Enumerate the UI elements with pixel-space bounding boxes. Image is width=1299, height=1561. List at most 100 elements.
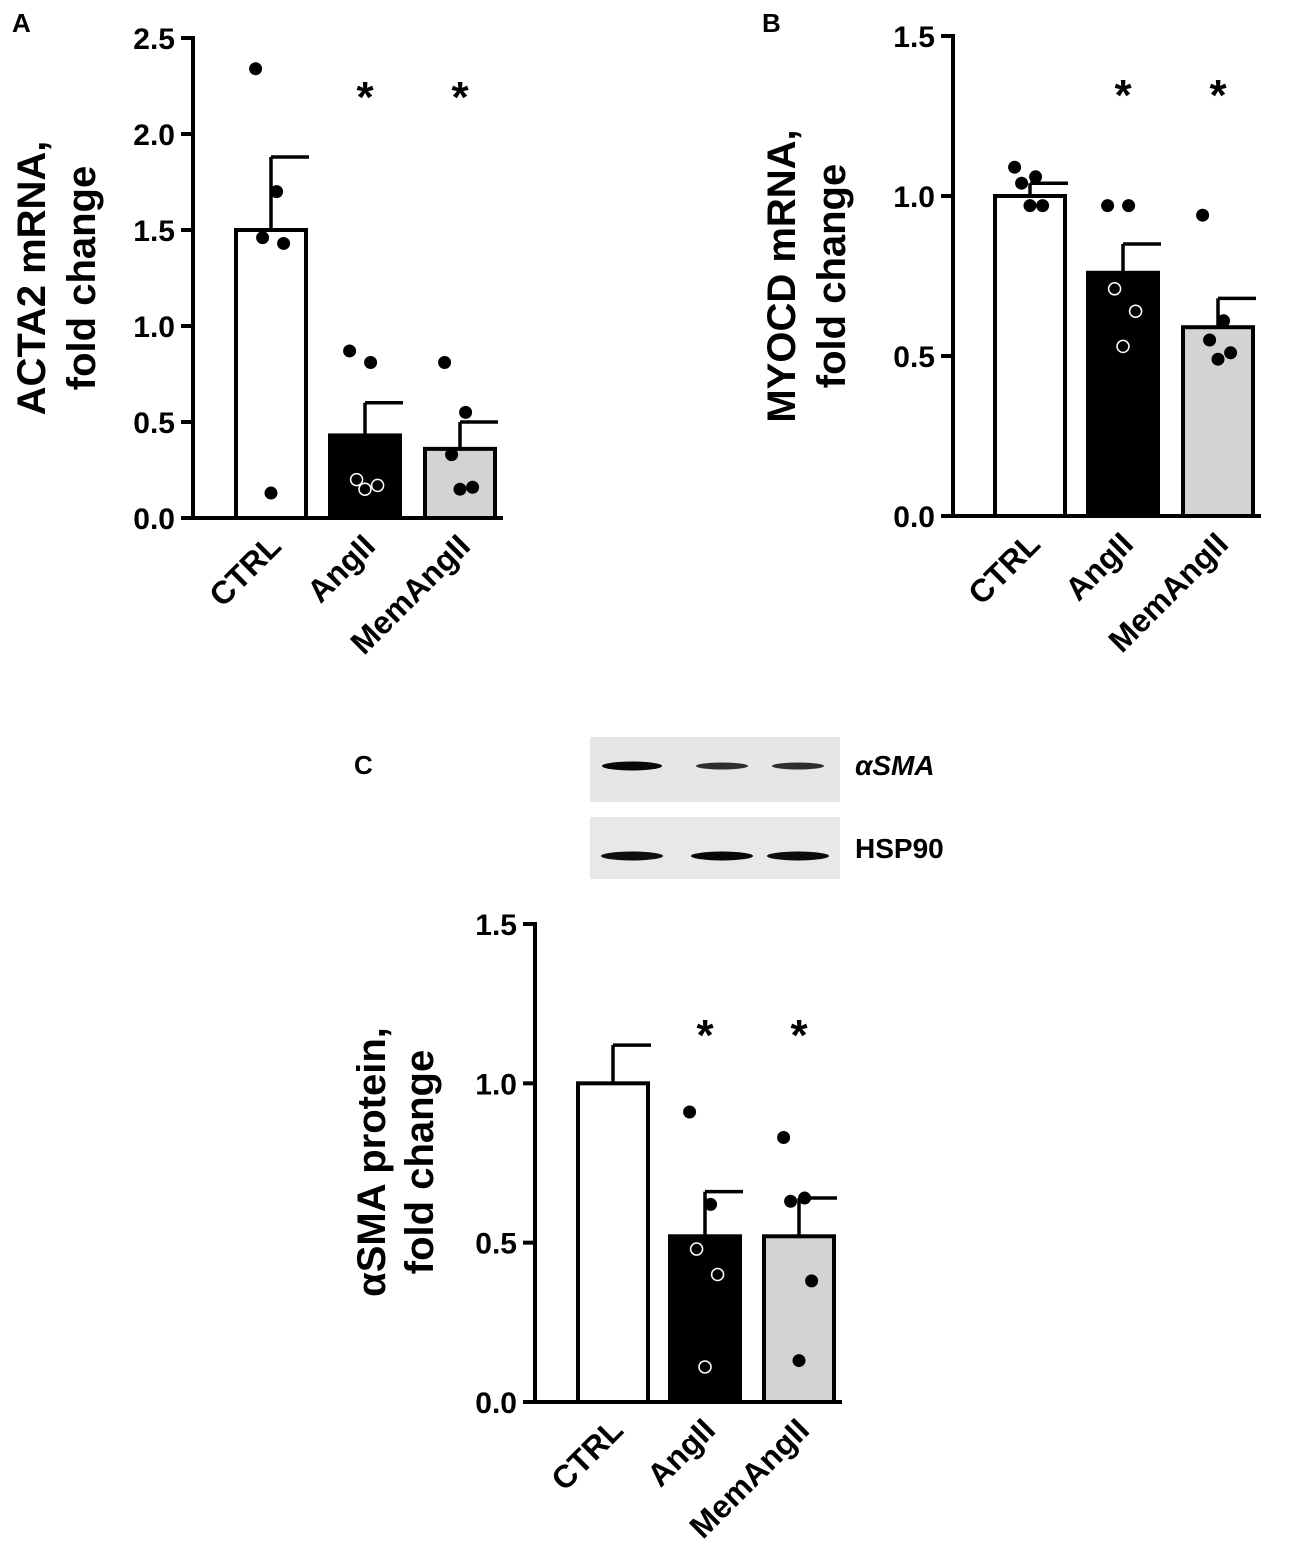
data-point [343, 344, 357, 358]
data-point [1217, 314, 1231, 328]
data-point [1015, 176, 1029, 190]
panel-letter-b: B [762, 8, 781, 38]
blot-band [691, 851, 753, 861]
y-tick-label: 0.5 [133, 407, 175, 440]
data-point [1116, 339, 1130, 354]
y-tick-label: 0.5 [893, 341, 935, 374]
y-tick-label: 0.0 [893, 501, 935, 534]
data-point [1023, 199, 1037, 213]
y-axis-label-line-1: MYOCD mRNA, [760, 129, 804, 422]
data-point [597, 1108, 612, 1122]
y-tick-label: 0.5 [475, 1228, 517, 1261]
y-axis-label-line-1: αSMA protein, [350, 1027, 394, 1297]
bar-memangii [762, 1234, 836, 1404]
bar-angii [1086, 270, 1160, 518]
data-point [1211, 352, 1225, 366]
blot-band [602, 761, 662, 771]
x-tick-label: CTRL [202, 527, 288, 613]
significance-star: * [451, 73, 469, 122]
blot-strip-hsp90 [590, 817, 840, 879]
bar-ctrl [234, 228, 308, 520]
x-tick-label: AngII [1058, 525, 1140, 607]
data-point [606, 1156, 620, 1170]
data-point [1101, 199, 1115, 213]
x-tick-label: AngII [640, 1411, 722, 1493]
y-axis-label-line-2: fold change [60, 166, 104, 390]
data-point [1128, 304, 1143, 318]
significance-star: * [790, 1011, 808, 1060]
x-tick-label: CTRL [544, 1411, 630, 1497]
panel-b: B MYOCD mRNA, fold change 0.0 0.5 1.0 1.5 CT… [760, 8, 1261, 659]
data-point [249, 62, 263, 76]
significance-star: * [1114, 71, 1132, 120]
y-tick-label: 1.5 [133, 215, 175, 248]
data-point [777, 1131, 791, 1145]
y-tick-label: 2.5 [133, 23, 175, 56]
data-point [698, 1360, 712, 1374]
blot-label-asma: αSMA [855, 750, 935, 781]
y-axis-label-line-1: ACTA2 mRNA, [10, 141, 54, 416]
y-axis-label-line-2: fold change [810, 164, 854, 388]
bar-ctrl [993, 194, 1067, 518]
data-point [349, 472, 364, 487]
bar-angii [328, 433, 402, 520]
y-axis-label-line-2: fold change [398, 1050, 442, 1274]
y-tick-label: 1.0 [893, 181, 935, 214]
data-point [590, 984, 605, 998]
data-point [466, 480, 480, 494]
data-point [453, 482, 467, 496]
y-tick-label: 1.0 [475, 1068, 517, 1101]
y-tick-label: 2.0 [133, 119, 175, 152]
data-point [689, 1242, 704, 1256]
data-point [704, 1197, 718, 1211]
data-point [358, 482, 372, 496]
data-point [798, 1191, 812, 1205]
data-point [277, 236, 291, 250]
y-tick-label: 1.5 [893, 21, 935, 54]
data-point [1196, 208, 1210, 222]
data-point [1203, 333, 1217, 347]
data-point [1107, 282, 1122, 296]
x-tick-label: CTRL [961, 525, 1047, 611]
data-point [445, 448, 459, 462]
data-point [805, 1274, 819, 1288]
significance-star: * [1209, 71, 1227, 120]
y-tick-label: 1.5 [475, 909, 517, 942]
data-point [256, 231, 270, 245]
western-blot: αSMA HSP90 [590, 737, 944, 879]
blot-band [696, 762, 748, 770]
data-point [264, 486, 278, 500]
data-point [710, 1267, 725, 1282]
data-point [683, 1105, 697, 1119]
data-point [618, 1146, 633, 1161]
blot-band [767, 851, 829, 861]
y-tick-label: 0.0 [475, 1387, 517, 1420]
bar-ctrl [576, 1081, 650, 1405]
bar-angii [668, 1234, 742, 1404]
significance-star: * [696, 1011, 714, 1060]
data-point [438, 355, 452, 369]
data-point [370, 478, 385, 493]
data-point [1029, 170, 1043, 184]
data-point [1224, 346, 1238, 360]
blot-band [772, 762, 824, 770]
data-point [364, 355, 378, 369]
data-point [459, 405, 473, 419]
x-tick-label: AngII [300, 527, 382, 609]
significance-star: * [356, 73, 374, 122]
panel-letter-c: C [354, 750, 373, 780]
blot-band [601, 851, 663, 861]
data-point [270, 185, 284, 199]
y-tick-label: 1.0 [133, 311, 175, 344]
blot-label-hsp90: HSP90 [855, 833, 944, 864]
panel-letter-a: A [12, 8, 31, 38]
data-point [1036, 199, 1050, 213]
panel-a: A ACTA2 mRNA, fold change 0.0 0.5 1.0 1.5 2.… [10, 8, 503, 661]
data-point [784, 1194, 798, 1208]
data-point [792, 1354, 806, 1368]
data-point [611, 984, 626, 998]
